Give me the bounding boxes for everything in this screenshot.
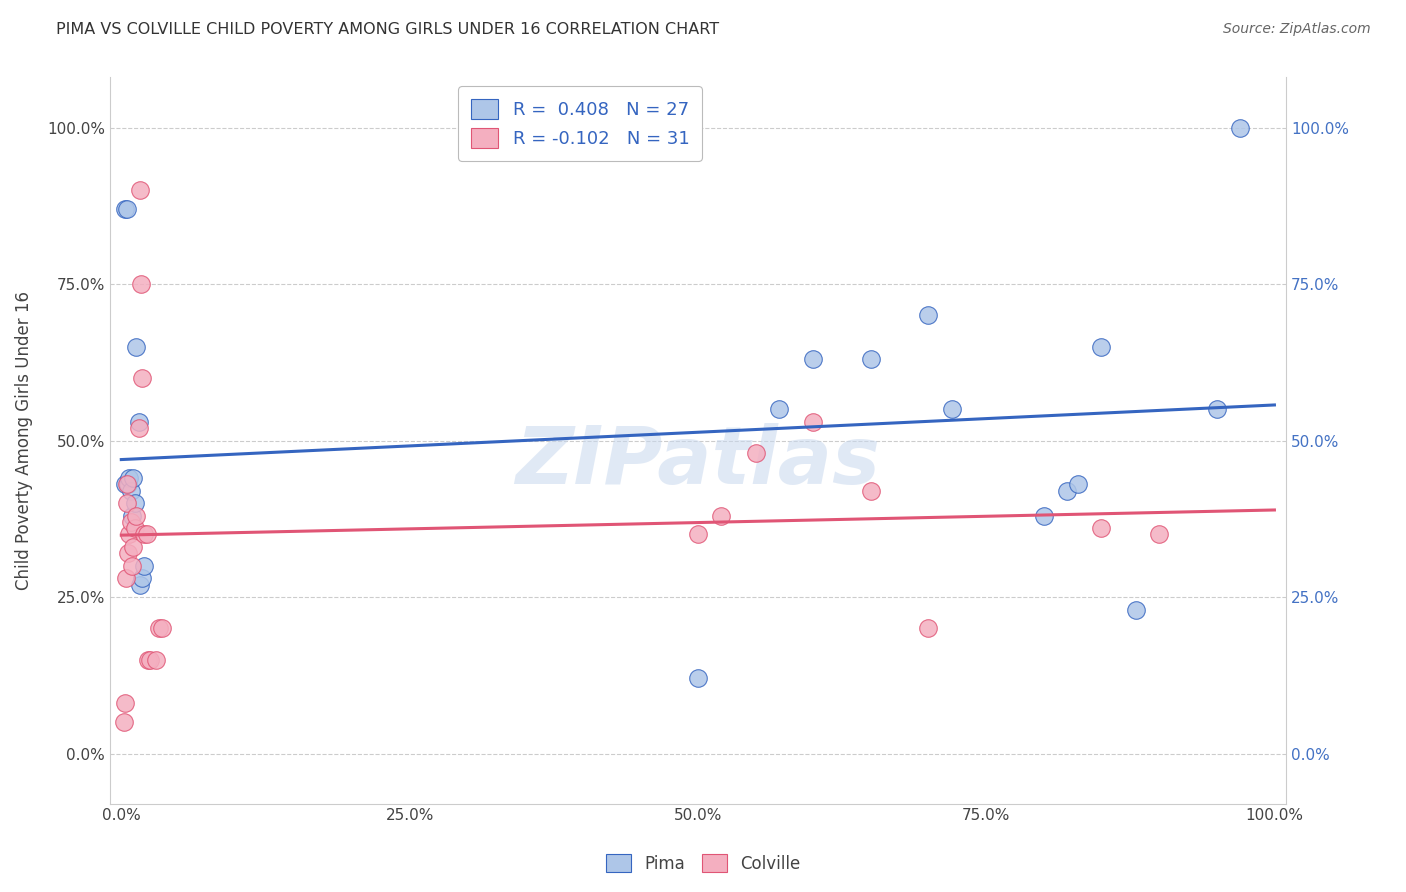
Text: Source: ZipAtlas.com: Source: ZipAtlas.com bbox=[1223, 22, 1371, 37]
Legend: R =  0.408   N = 27, R = -0.102   N = 31: R = 0.408 N = 27, R = -0.102 N = 31 bbox=[458, 87, 702, 161]
Point bbox=[112, 715, 135, 730]
Point bbox=[686, 527, 709, 541]
Point bbox=[150, 621, 173, 635]
Point bbox=[124, 521, 146, 535]
Point bbox=[1067, 477, 1090, 491]
Point bbox=[135, 527, 157, 541]
Point bbox=[145, 653, 167, 667]
Point bbox=[128, 415, 150, 429]
Point bbox=[1147, 527, 1170, 541]
Text: PIMA VS COLVILLE CHILD POVERTY AMONG GIRLS UNDER 16 CORRELATION CHART: PIMA VS COLVILLE CHILD POVERTY AMONG GIR… bbox=[56, 22, 720, 37]
Point bbox=[114, 477, 136, 491]
Point bbox=[136, 653, 159, 667]
Point bbox=[686, 672, 709, 686]
Point bbox=[115, 571, 138, 585]
Text: ZIPatlas: ZIPatlas bbox=[516, 424, 880, 501]
Point bbox=[128, 421, 150, 435]
Point bbox=[114, 202, 136, 216]
Point bbox=[917, 621, 939, 635]
Point bbox=[118, 527, 141, 541]
Point bbox=[128, 577, 150, 591]
Point bbox=[148, 621, 170, 635]
Point bbox=[1125, 602, 1147, 616]
Point bbox=[121, 540, 143, 554]
Point bbox=[115, 496, 138, 510]
Point bbox=[128, 183, 150, 197]
Point bbox=[121, 558, 143, 573]
Point bbox=[1090, 521, 1112, 535]
Point bbox=[131, 571, 153, 585]
Point bbox=[801, 352, 824, 367]
Y-axis label: Child Poverty Among Girls Under 16: Child Poverty Among Girls Under 16 bbox=[15, 291, 32, 590]
Point bbox=[117, 546, 139, 560]
Point bbox=[134, 558, 156, 573]
Point bbox=[125, 340, 148, 354]
Point bbox=[115, 202, 138, 216]
Point bbox=[768, 402, 790, 417]
Point bbox=[859, 352, 882, 367]
Point bbox=[744, 446, 766, 460]
Point bbox=[120, 483, 142, 498]
Point bbox=[859, 483, 882, 498]
Point bbox=[121, 471, 143, 485]
Point bbox=[120, 515, 142, 529]
Point bbox=[1229, 120, 1251, 135]
Point bbox=[121, 508, 143, 523]
Point bbox=[118, 471, 141, 485]
Point bbox=[115, 477, 138, 491]
Point bbox=[710, 508, 733, 523]
Point bbox=[1056, 483, 1078, 498]
Point bbox=[114, 697, 136, 711]
Point bbox=[917, 309, 939, 323]
Point bbox=[124, 496, 146, 510]
Point bbox=[125, 508, 148, 523]
Point bbox=[129, 277, 152, 291]
Point bbox=[1032, 508, 1054, 523]
Point bbox=[941, 402, 963, 417]
Point bbox=[1090, 340, 1112, 354]
Point bbox=[1205, 402, 1227, 417]
Point bbox=[117, 477, 139, 491]
Point bbox=[131, 371, 153, 385]
Legend: Pima, Colville: Pima, Colville bbox=[599, 847, 807, 880]
Point bbox=[139, 653, 162, 667]
Point bbox=[801, 415, 824, 429]
Point bbox=[134, 527, 156, 541]
